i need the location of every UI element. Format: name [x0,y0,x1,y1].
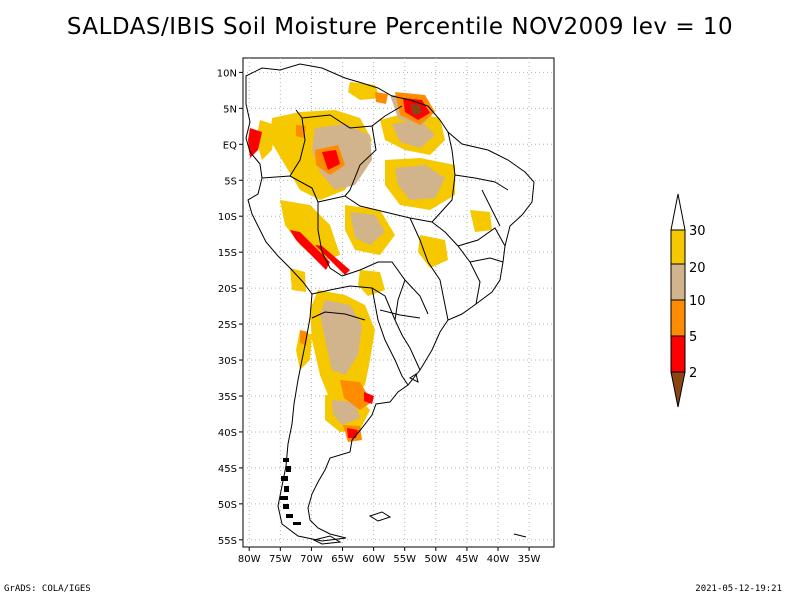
map-title: SALDAS/IBIS Soil Moisture Percentile NOV… [66,14,734,40]
lon-label: 55W [393,554,416,565]
lat-label: 50S [218,500,237,511]
lat-label: 5S [224,176,237,187]
lat-label: 10S [218,212,237,223]
lat-label: 55S [218,536,237,547]
lat-label: EQ [223,140,237,151]
lon-label: 80W [238,554,261,565]
legend-label-30: 30 [689,224,706,239]
percentile-shading [248,82,492,442]
coastline [245,63,535,545]
lat-label: 20S [218,284,237,295]
legend-label-5: 5 [689,330,697,345]
lon-label: 40W [487,554,510,565]
lon-label: 60W [362,554,385,565]
longitude-labels: 80W 75W 70W 65W 60W 55W 50W 45W 40W 35W [238,547,541,565]
footer-timestamp: 2021-05-12-19:21 [695,584,782,594]
legend-label-20: 20 [689,261,706,276]
latitude-labels: 10N 5N EQ 5S 10S 15S 20S 25S 30S 35S 40S 45S 50S 55S [217,68,243,547]
lon-label: 45W [456,554,479,565]
legend-bin-20-30 [670,229,686,265]
lat-label: 40S [218,428,237,439]
chile-fjords [280,458,301,525]
lat-label: 30S [218,356,237,367]
lat-label: 10N [217,68,237,79]
lat-label: 5N [223,104,237,115]
legend-bin-10-20 [670,263,686,301]
map-frame [242,57,555,548]
lon-label: 70W [300,554,323,565]
lat-label: 15S [218,248,237,259]
legend-bin-2-5 [670,335,686,373]
lat-label: 25S [218,320,237,331]
lon-label: 35W [518,554,541,565]
legend-bin-above-30 [670,193,686,231]
lon-label: 75W [269,554,292,565]
legend-label-2: 2 [689,366,697,381]
lat-label: 45S [218,464,237,475]
footer-grads-credit: GrADS: COLA/IGES [4,584,91,594]
legend-bin-below-2 [670,371,686,408]
lon-label: 50W [425,554,448,565]
color-legend: 30 20 10 5 2 [670,193,706,408]
legend-label-10: 10 [689,294,706,309]
lon-label: 65W [331,554,354,565]
legend-bin-5-10 [670,299,686,337]
lat-label: 35S [218,392,237,403]
